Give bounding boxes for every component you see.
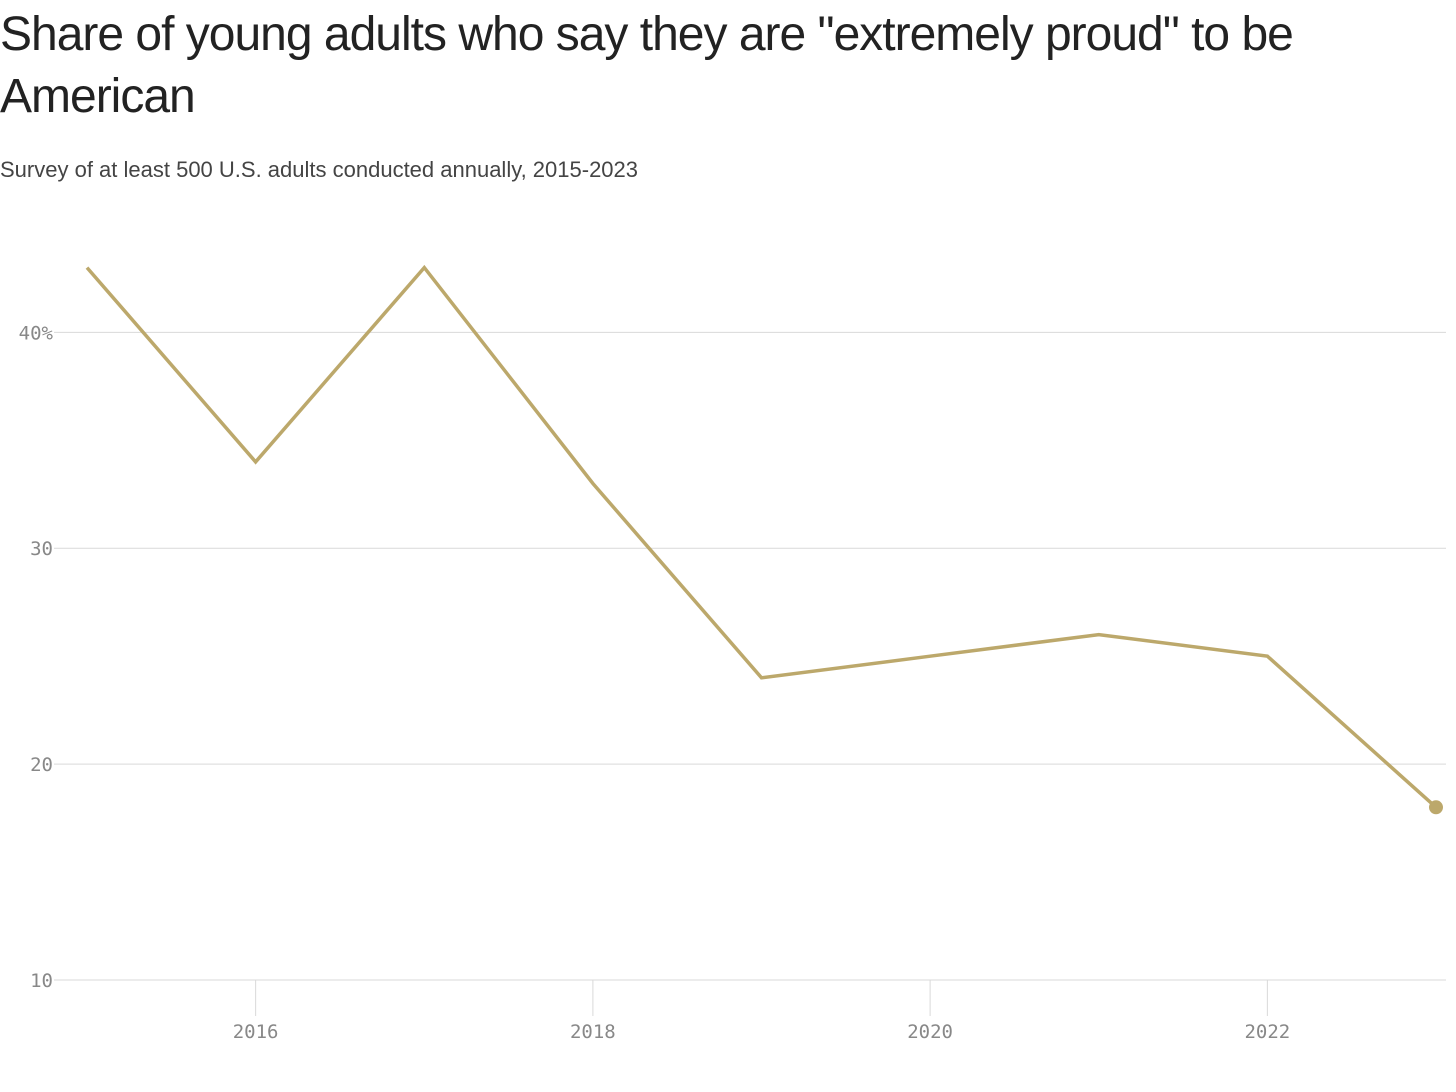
x-tick-label: 2018: [570, 1021, 616, 1043]
end-point-marker: [1429, 800, 1443, 815]
series-layer: [85, 264, 1443, 815]
grid-layer: [54, 331, 1446, 981]
y-tick-label: 30: [30, 538, 53, 560]
x-tick-label: 2016: [233, 1021, 279, 1043]
y-tick-label: 10: [30, 970, 53, 992]
x-tick-label: 2022: [1244, 1021, 1290, 1043]
x-axis: 2016 2018 2020 2022: [233, 980, 1290, 1043]
chart-subtitle: Survey of at least 500 U.S. adults condu…: [0, 157, 639, 182]
series-line: [85, 264, 1438, 809]
y-axis: 10 20 30 40%: [19, 322, 54, 992]
y-tick-label: 40%: [19, 322, 54, 344]
y-tick-label: 20: [30, 754, 53, 776]
x-tick-label: 2020: [907, 1021, 953, 1043]
chart-title: Share of young adults who say they are "…: [0, 8, 1294, 123]
